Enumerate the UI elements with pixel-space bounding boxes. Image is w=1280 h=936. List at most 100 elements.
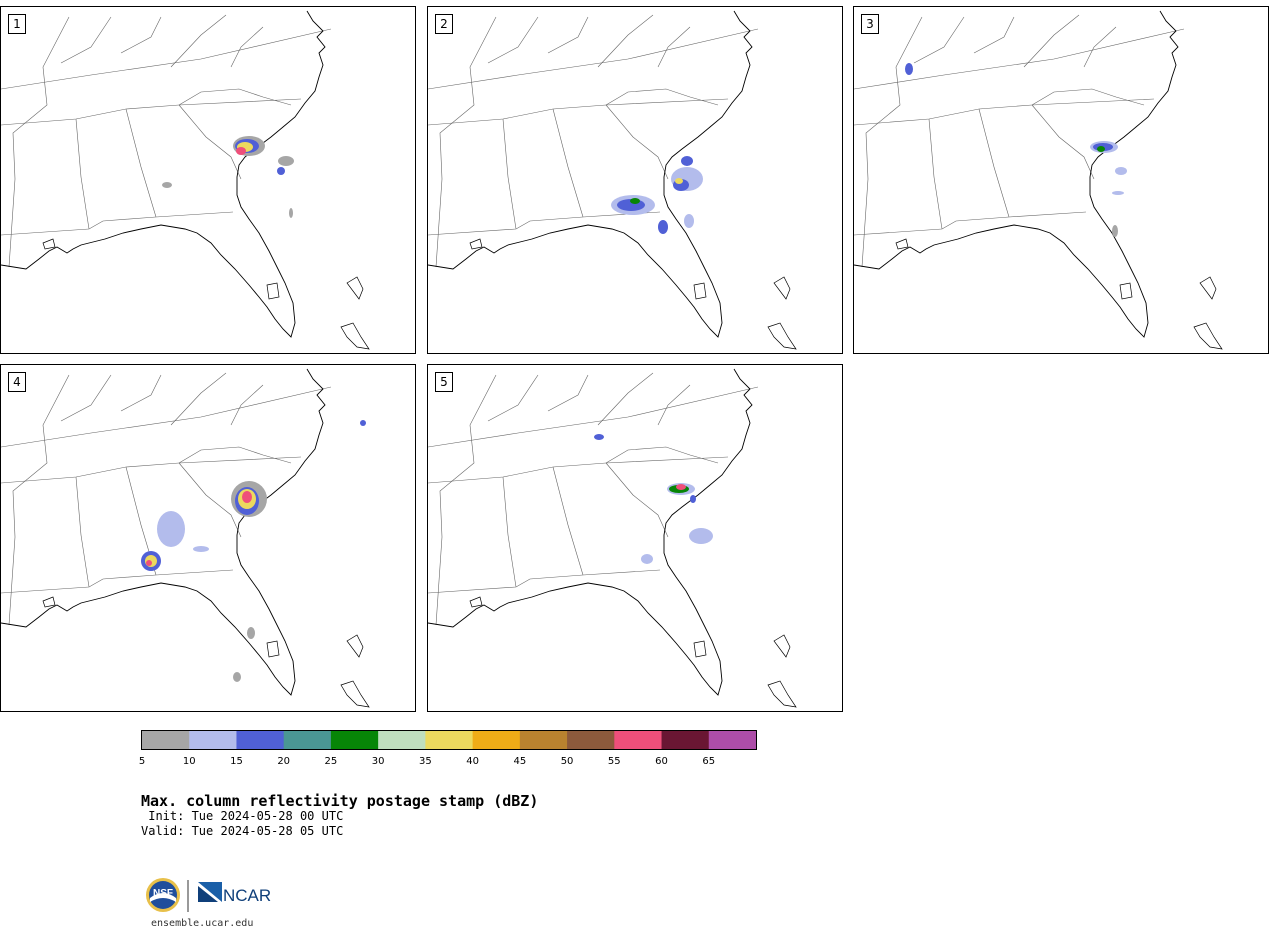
colorbar-swatch: [283, 731, 332, 749]
state-boundary: [657, 26, 691, 68]
colorbar-swatch: [661, 731, 710, 749]
coastline: [428, 10, 753, 338]
reflectivity-cell: [278, 156, 294, 166]
state-boundary: [435, 16, 497, 268]
colorbar-tick-label: 25: [324, 756, 338, 767]
state-boundary: [170, 372, 227, 426]
reflectivity-cell: [277, 167, 285, 175]
colorbar-tick-label: 55: [607, 756, 621, 767]
state-boundary: [487, 374, 539, 422]
state-boundary: [605, 88, 719, 106]
state-boundary: [75, 118, 90, 230]
svg-text:NSF: NSF: [153, 888, 173, 899]
state-boundary: [120, 16, 162, 54]
map-base-3: [854, 10, 1223, 350]
panel-number-label: 5: [435, 372, 453, 392]
reflectivity-cell: [630, 198, 640, 204]
reflectivity-cell: [162, 182, 172, 188]
colorbar-swatch: [614, 731, 663, 749]
reflectivity-cell: [146, 560, 152, 566]
state-boundary: [605, 104, 669, 180]
reflectivity-cell: [675, 178, 683, 184]
colorbar-tick-label: 30: [371, 756, 385, 767]
state-boundary: [1031, 104, 1095, 180]
island-outline: [1119, 282, 1133, 300]
colorbar-swatch: [142, 731, 190, 749]
reflectivity-cell: [641, 554, 653, 564]
reflectivity-cell: [684, 214, 694, 228]
state-boundary: [1, 456, 302, 484]
state-boundary: [1, 28, 332, 90]
island-outline: [266, 282, 280, 300]
reflectivity-cell: [360, 420, 366, 426]
reflectivity-cell: [289, 208, 293, 218]
state-boundary: [547, 16, 589, 54]
state-boundary: [1, 386, 332, 448]
ncar-logo: NCAR: [198, 882, 271, 905]
island-outline: [346, 634, 364, 658]
state-boundary: [605, 462, 669, 538]
state-boundary: [1, 569, 234, 594]
plot-title: Max. column reflectivity postage stamp (…: [141, 792, 539, 810]
state-boundary: [435, 374, 497, 626]
colorbar-tick-label: 10: [182, 756, 196, 767]
island-outline: [693, 282, 707, 300]
state-boundary: [75, 476, 90, 588]
state-boundary: [597, 372, 654, 426]
state-boundary: [1031, 88, 1145, 106]
reflectivity-cell: [689, 528, 713, 544]
map-base-4: [1, 368, 370, 708]
reflectivity-cell: [658, 220, 668, 234]
reflectivity-cell: [236, 147, 246, 155]
map-panel-1: 1: [0, 6, 416, 354]
state-boundary: [60, 374, 112, 422]
website-url: ensemble.ucar.edu: [151, 918, 254, 929]
island-outline: [340, 322, 370, 350]
state-boundary: [170, 14, 227, 68]
colorbar-swatch: [519, 731, 568, 749]
state-boundary: [502, 118, 517, 230]
colorbar-swatch: [189, 731, 237, 749]
island-outline: [42, 596, 56, 608]
state-boundary: [428, 569, 661, 594]
reflectivity-cell: [681, 156, 693, 166]
state-boundary: [552, 466, 584, 576]
state-boundary: [178, 462, 242, 538]
colorbar-swatch: [708, 731, 757, 749]
colorbar-tick-label: 60: [655, 756, 668, 767]
state-boundary: [552, 108, 584, 218]
state-boundary: [428, 456, 729, 484]
state-boundary: [125, 108, 157, 218]
island-outline: [469, 238, 483, 250]
state-boundary: [8, 374, 70, 626]
colorbar-swatch: [236, 731, 285, 749]
state-boundary: [854, 28, 1185, 90]
panel-number-label: 1: [8, 14, 26, 34]
reflectivity-cell: [247, 627, 255, 639]
map-base-2: [428, 10, 797, 350]
island-outline: [773, 634, 791, 658]
map-base-5: [428, 368, 797, 708]
island-outline: [266, 640, 280, 658]
state-boundary: [60, 16, 112, 64]
island-outline: [693, 640, 707, 658]
map-panel-5: 5: [427, 364, 843, 712]
island-outline: [895, 238, 909, 250]
state-boundary: [428, 386, 759, 448]
reflectivity-cell: [690, 495, 696, 503]
map-panel-3: 3: [853, 6, 1269, 354]
state-boundary: [178, 104, 242, 180]
colorbar-tick-label: 35: [419, 756, 432, 767]
panel-number-label: 3: [861, 14, 879, 34]
island-outline: [767, 322, 797, 350]
reflectivity-cell: [157, 511, 185, 547]
state-boundary: [8, 16, 70, 268]
state-boundary: [854, 98, 1155, 126]
init-time: Init: Tue 2024-05-28 00 UTC: [141, 809, 344, 823]
reflectivity-cell: [242, 491, 252, 503]
colorbar-swatch: [472, 731, 521, 749]
state-boundary: [1083, 26, 1117, 68]
state-boundary: [1, 98, 302, 126]
island-outline: [773, 276, 791, 300]
map-base-1: [1, 10, 370, 350]
